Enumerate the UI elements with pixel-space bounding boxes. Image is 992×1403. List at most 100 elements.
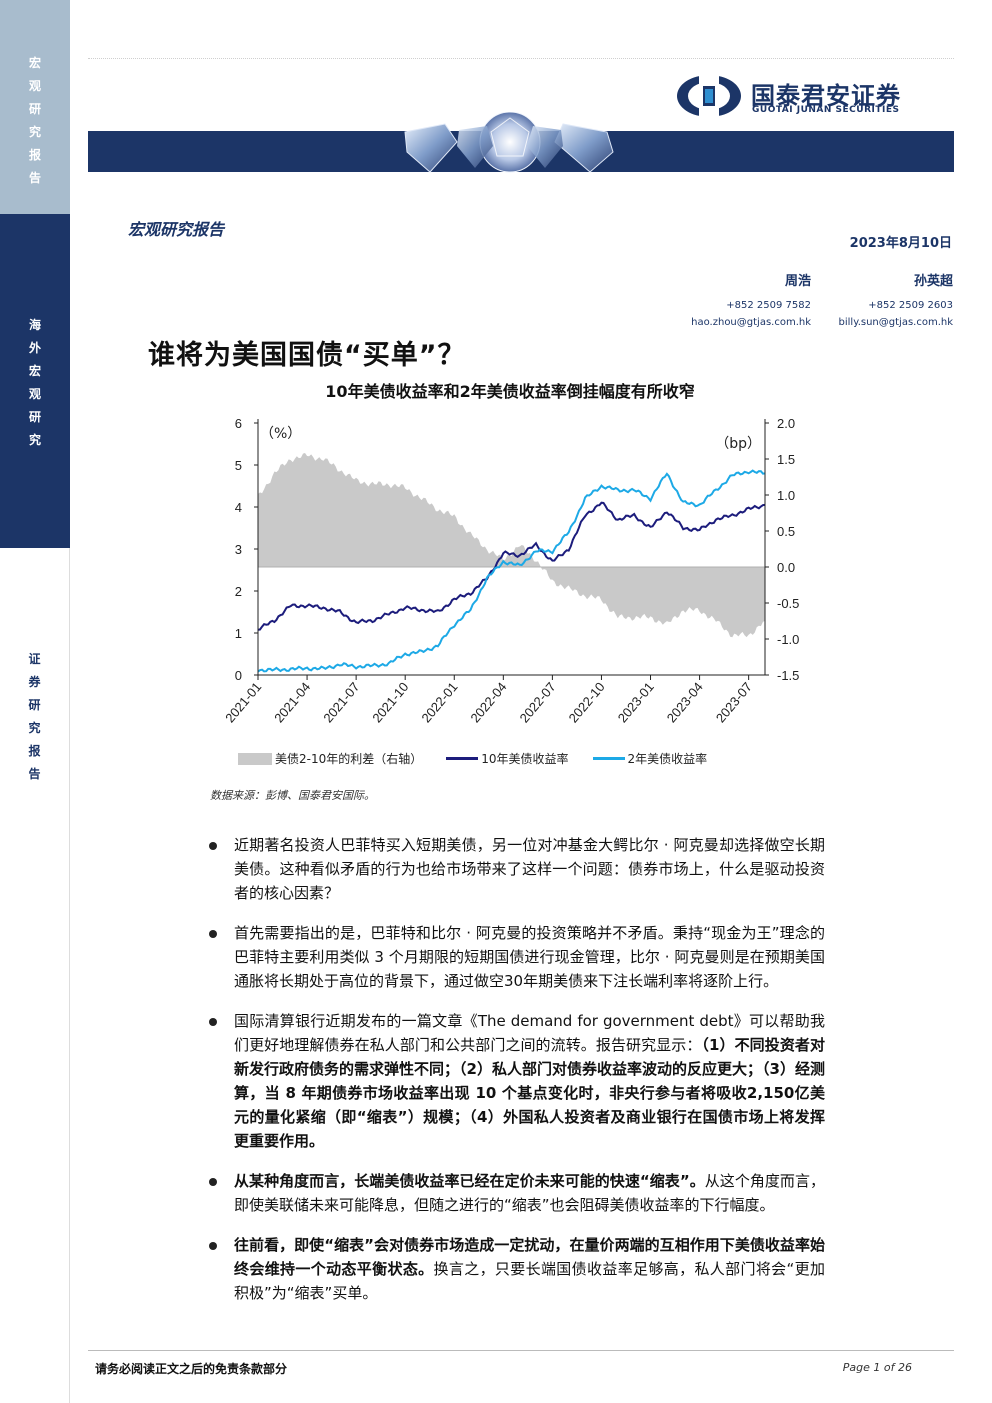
y-tick-label-right: 1.0 bbox=[777, 488, 795, 503]
y-tick-label-right: 0.0 bbox=[777, 560, 795, 575]
x-tick-label: 2021-01 bbox=[222, 679, 264, 725]
page-number: Page 1 of 26 bbox=[842, 1361, 912, 1374]
legend-swatch bbox=[238, 752, 272, 765]
y-tick-label-right: -0.5 bbox=[777, 596, 799, 611]
x-tick-label: 2021-07 bbox=[320, 679, 362, 725]
sidebar-char: 宏 bbox=[28, 364, 41, 378]
y-tick-label-right: -1.0 bbox=[777, 632, 799, 647]
legend-item-spread: 美债2-10年的利差（右轴） bbox=[238, 750, 422, 767]
sidebar-char: 观 bbox=[28, 79, 41, 93]
chart-source-note: 数据来源：彭博、国泰君安国际。 bbox=[210, 789, 375, 802]
logo-chinese-name: 国泰君安证券 bbox=[751, 82, 901, 110]
sidebar-char: 究 bbox=[28, 125, 41, 139]
yield-chart: 0 1 2 3 4 5 6 -1.5 -1.0 -0.5 0.0 0.5 1.0 1.5 2.0 （%） （bp… bbox=[222, 416, 799, 725]
spread-area bbox=[258, 453, 765, 638]
series-line-10y bbox=[257, 501, 766, 631]
sidebar-char: 报 bbox=[28, 744, 41, 758]
x-tick-label: 2021-10 bbox=[369, 679, 411, 725]
x-tick-label: 2023-01 bbox=[615, 679, 657, 725]
report-title: 谁将为美国国债“买单”？ bbox=[148, 340, 466, 371]
y-tick-label-right: -1.5 bbox=[777, 668, 799, 683]
y-tick-label-right: 1.5 bbox=[777, 452, 795, 467]
author-phone: +852 2509 2603 bbox=[868, 300, 953, 311]
sidebar-char: 研 bbox=[28, 102, 41, 116]
sidebar-char: 究 bbox=[28, 721, 41, 735]
chart-title: 10年美债收益率和2年美债收益率倒挂幅度有所收窄 bbox=[325, 382, 695, 401]
sidebar-char: 究 bbox=[28, 433, 41, 447]
sidebar-char: 研 bbox=[28, 698, 41, 712]
bullet-text: 换言之，只要长端国债收益率足够高，私人部门将会“更加积极”为“缩表”买单。 bbox=[234, 1260, 825, 1302]
bullet-text: 从某种角度而言，长端美债收益率已经在定价未来可能的快速“缩表”。 bbox=[234, 1172, 705, 1190]
legend-swatch bbox=[446, 757, 479, 760]
legend-label: 2年美债收益率 bbox=[627, 752, 708, 766]
bullet-item: 首先需要指出的是，巴菲特和比尔 · 阿克曼的投资策略并不矛盾。秉持“现金为王”理… bbox=[207, 921, 825, 993]
disclaimer-note: 请务必阅读正文之后的免责条款部分 bbox=[95, 1362, 288, 1376]
company-logo: 国泰君安证券 GUOTAI JUNAN SECURITIES bbox=[675, 72, 955, 120]
sidebar-section-overseas-macro: 海外宏观研究 bbox=[0, 214, 70, 548]
x-tick-label: 2023-04 bbox=[664, 679, 706, 725]
bullet-dot-icon bbox=[209, 1178, 217, 1186]
sidebar-char: 外 bbox=[28, 341, 41, 355]
x-tick-label: 2022-10 bbox=[566, 679, 608, 725]
bullet-text: 从这个角度而言，即使美联储未来可能降息，但随之进行的“缩表”也会阻碍美债收益率的… bbox=[234, 1172, 825, 1214]
logo-emblem-icon bbox=[677, 75, 741, 117]
bullet-text: 国际清算银行近期发布的一篇文章《The demand for governmen… bbox=[234, 1012, 825, 1054]
chart-legend: 美债2-10年的利差（右轴） 10年美债收益率 2年美债收益率 bbox=[238, 750, 725, 767]
author-name: 周浩 bbox=[784, 274, 811, 289]
sidebar-char: 研 bbox=[28, 410, 41, 424]
bullet-text: （1）不同投资者对新发行政府债务的需求弹性不同；（2）私人部门对债券收益率波动的… bbox=[234, 1036, 825, 1150]
sidebar-char: 海 bbox=[28, 318, 41, 332]
logo-english-name: GUOTAI JUNAN SECURITIES bbox=[752, 105, 900, 115]
y-tick-label-right: 2.0 bbox=[777, 416, 795, 431]
x-tick-label: 2022-07 bbox=[517, 679, 559, 725]
legend-item-2y: 2年美债收益率 bbox=[592, 750, 708, 767]
y-tick-label-left: 2 bbox=[235, 584, 242, 599]
author-email[interactable]: billy.sun@gtjas.com.hk bbox=[838, 317, 953, 328]
bullet-item: 近期著名投资人巴菲特买入短期美债，另一位对冲基金大鳄比尔 · 阿克曼却选择做空长… bbox=[207, 833, 825, 905]
legend-item-10y: 10年美债收益率 bbox=[446, 750, 569, 767]
x-tick-label: 2022-01 bbox=[418, 679, 460, 725]
sidebar-section-securities-report: 证券研究报告 bbox=[0, 548, 70, 1403]
x-tick-label: 2021-04 bbox=[271, 679, 313, 725]
diamond-decoration-icon bbox=[404, 112, 614, 173]
bullet-dot-icon bbox=[209, 1242, 217, 1250]
bullet-text: 往前看，即使“缩表”会对债券市场造成一定扰动，在量价两端的互相作用下美债收益率始… bbox=[234, 1236, 825, 1278]
sidebar-char: 宏 bbox=[28, 56, 41, 70]
x-tick-label: 2022-04 bbox=[467, 679, 509, 725]
y-tick-label-left: 3 bbox=[235, 542, 242, 557]
sidebar-char: 报 bbox=[28, 148, 41, 162]
sidebar-char: 证 bbox=[28, 652, 41, 666]
bullet-text: 近期著名投资人巴菲特买入短期美债，另一位对冲基金大鳄比尔 · 阿克曼却选择做空长… bbox=[234, 836, 825, 902]
right-axis-unit: （bp） bbox=[715, 436, 761, 452]
bullet-dot-icon bbox=[209, 1018, 217, 1026]
legend-swatch bbox=[592, 757, 625, 760]
y-tick-label-left: 1 bbox=[235, 626, 242, 641]
bullet-item: 国际清算银行近期发布的一篇文章《The demand for governmen… bbox=[207, 1009, 825, 1153]
x-tick-label: 2023-07 bbox=[713, 679, 755, 725]
y-tick-label-left: 0 bbox=[235, 668, 242, 683]
legend-label: 美债2-10年的利差（右轴） bbox=[275, 752, 423, 766]
sidebar-char: 告 bbox=[28, 767, 41, 781]
report-date: 2023年8月10日 bbox=[849, 236, 952, 251]
author-phone: +852 2509 7582 bbox=[726, 300, 811, 311]
bullet-item: 往前看，即使“缩表”会对债券市场造成一定扰动，在量价两端的互相作用下美债收益率始… bbox=[207, 1233, 825, 1305]
y-tick-label-right: 0.5 bbox=[777, 524, 795, 539]
author-name: 孙英超 bbox=[913, 274, 953, 289]
footer-divider bbox=[88, 1350, 954, 1351]
sidebar-section-macro-report: 宏观研究报告 bbox=[0, 0, 70, 214]
sidebar: 宏观研究报告 海外宏观研究 证券研究报告 bbox=[0, 0, 70, 1403]
series-line-2y bbox=[257, 469, 766, 673]
author-card: 孙英超 +852 2509 2603 billy.sun@gtjas.com.h… bbox=[839, 274, 953, 331]
bullet-item: 从某种角度而言，长端美债收益率已经在定价未来可能的快速“缩表”。从这个角度而言，… bbox=[207, 1169, 825, 1217]
sidebar-char: 券 bbox=[28, 675, 41, 689]
sidebar-char: 告 bbox=[28, 171, 41, 185]
author-email[interactable]: hao.zhou@gtjas.com.hk bbox=[691, 317, 811, 328]
bullet-dot-icon bbox=[209, 842, 217, 850]
bullet-dot-icon bbox=[209, 930, 217, 938]
left-axis-unit: （%） bbox=[260, 426, 301, 442]
author-card: 周浩 +852 2509 7582 hao.zhou@gtjas.com.hk bbox=[691, 274, 811, 331]
bullet-text: 首先需要指出的是，巴菲特和比尔 · 阿克曼的投资策略并不矛盾。秉持“现金为王”理… bbox=[234, 924, 825, 990]
y-tick-label-left: 4 bbox=[235, 500, 242, 515]
sidebar-char: 观 bbox=[28, 387, 41, 401]
bullet-list: 近期著名投资人巴菲特买入短期美债，另一位对冲基金大鳄比尔 · 阿克曼却选择做空长… bbox=[207, 833, 825, 1321]
